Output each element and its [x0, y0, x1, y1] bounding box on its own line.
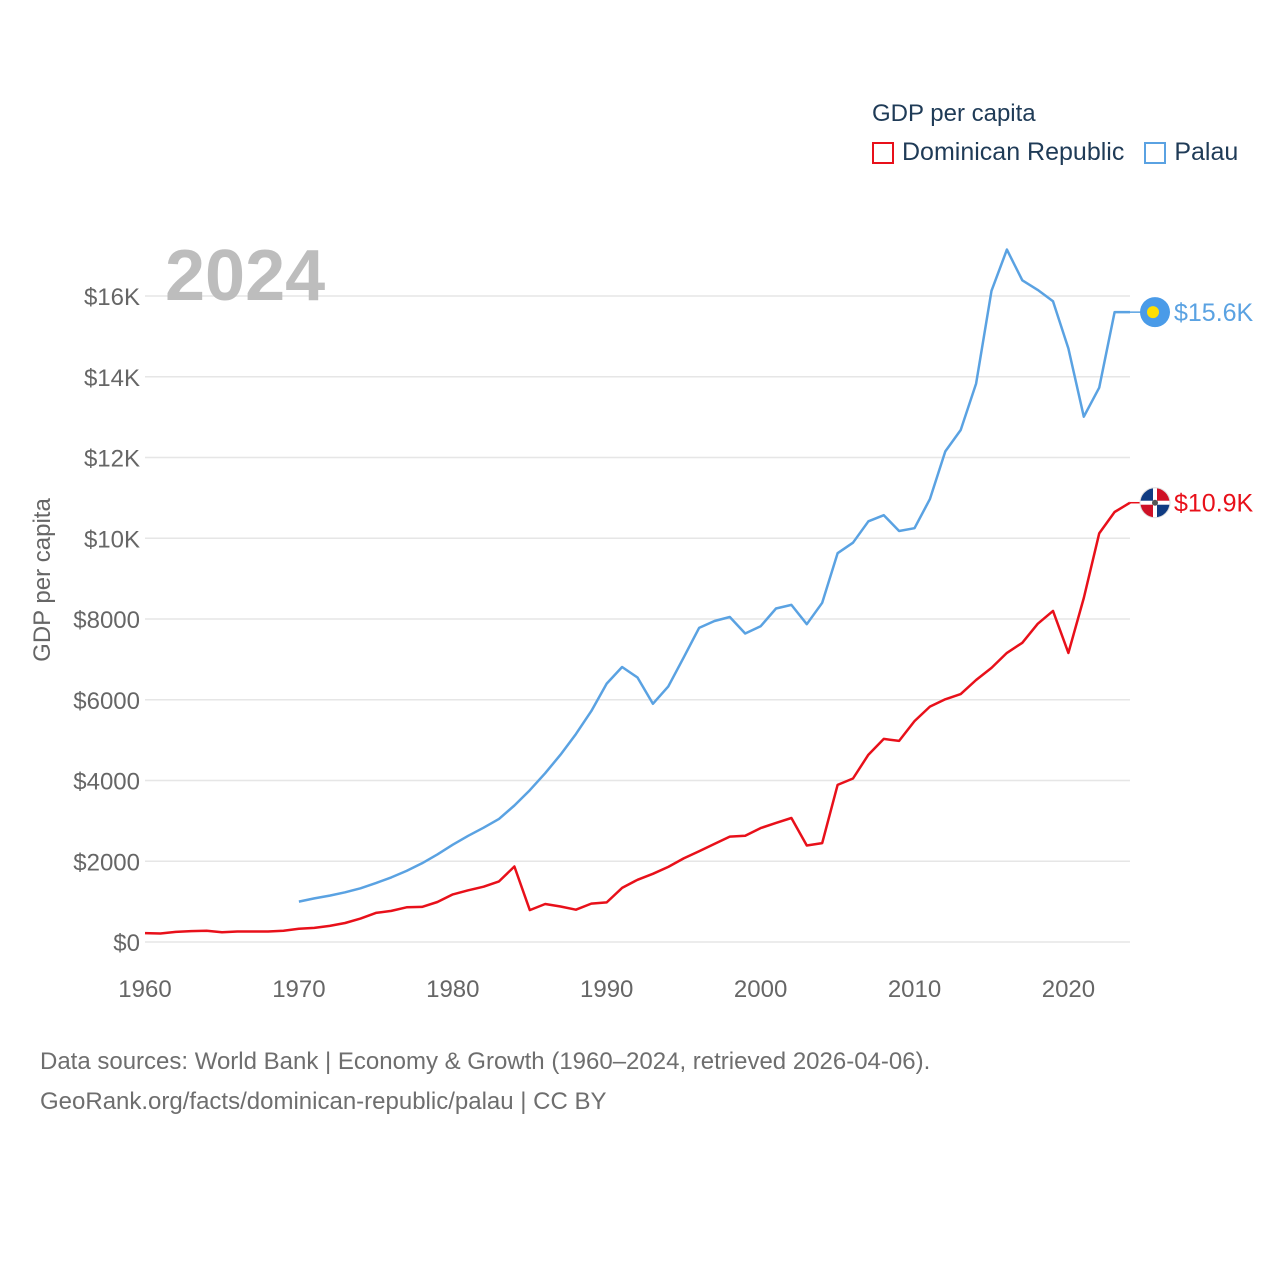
series-line-dominican-republic — [144, 501, 1131, 935]
y-tick-label: $12K — [84, 446, 140, 473]
y-tick-labels: $0 $2000 $4000 $6000 $8000 $10K $12K $14K $16K — [73, 284, 140, 957]
end-value-label-dominican-republic: $10.9K — [1174, 490, 1254, 518]
y-tick-label: $6000 — [73, 688, 140, 715]
x-tick-label: 1980 — [426, 976, 479, 1003]
y-tick-label: $8000 — [73, 607, 140, 634]
end-labels: $10.9K $15.6K — [1130, 297, 1254, 519]
legend-swatch-dominican-republic — [872, 141, 894, 164]
legend-label-dominican-republic: Dominican Republic — [902, 138, 1125, 166]
footer-link: GeoRank.org/facts/dominican-republic/pal… — [40, 1088, 607, 1115]
x-tick-label: 2000 — [734, 976, 787, 1003]
x-tick-label: 2020 — [1042, 976, 1095, 1003]
legend: GDP per capita Dominican Republic Palau — [872, 100, 1258, 167]
y-tick-label: $10K — [84, 526, 140, 553]
y-tick-label: $0 — [113, 930, 140, 957]
legend-item-palau[interactable]: Palau — [1144, 138, 1238, 167]
footer: Data sources: World Bank | Economy & Gro… — [40, 1042, 930, 1122]
x-tick-label: 2010 — [888, 976, 941, 1003]
x-tick-label: 1990 — [580, 976, 633, 1003]
legend-title: GDP per capita — [872, 100, 1036, 127]
y-tick-label: $2000 — [73, 849, 140, 876]
flag-icon-dominican-republic — [1139, 487, 1171, 519]
y-tick-label: $4000 — [73, 769, 140, 796]
legend-item-dominican-republic[interactable]: Dominican Republic — [872, 138, 1124, 167]
flag-icon-palau — [1140, 297, 1170, 328]
x-tick-label: 1970 — [272, 976, 325, 1003]
y-tick-label: $14K — [84, 365, 140, 392]
y-tick-label: $16K — [84, 284, 140, 311]
legend-swatch-palau — [1144, 141, 1167, 164]
series-line-palau — [298, 248, 1130, 903]
legend-label-palau: Palau — [1174, 138, 1239, 166]
x-tick-labels: 1960 1970 1980 1990 2000 2010 2020 — [118, 976, 1095, 1003]
series-lines — [144, 248, 1131, 935]
x-tick-label: 1960 — [118, 976, 171, 1003]
footer-sources: Data sources: World Bank | Economy & Gro… — [40, 1048, 931, 1075]
end-value-label-palau: $15.6K — [1174, 299, 1254, 327]
y-axis-label: GDP per capita — [29, 498, 56, 662]
grid-lines — [145, 295, 1130, 943]
year-label: 2024 — [165, 236, 325, 316]
